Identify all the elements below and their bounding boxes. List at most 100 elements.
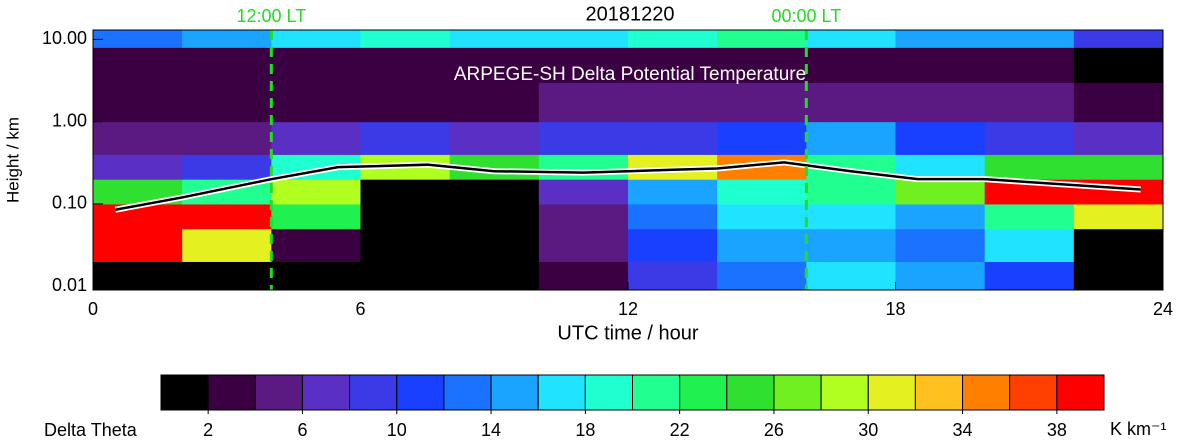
heat-cell	[449, 82, 540, 123]
heat-cell	[360, 203, 451, 230]
heat-cell	[984, 203, 1075, 230]
heat-cell	[984, 47, 1075, 83]
heat-cell	[449, 47, 540, 83]
heat-cell	[628, 121, 718, 155]
heat-cell	[449, 121, 540, 155]
heat-cell	[538, 179, 629, 205]
heat-cell	[806, 30, 896, 48]
heat-cell	[1073, 261, 1164, 291]
colorbar-box	[207, 374, 256, 411]
colorbar-box	[537, 374, 586, 411]
heat-cell	[1073, 82, 1164, 123]
x-tick-label: 0	[88, 299, 98, 319]
heat-cell	[628, 261, 718, 291]
colorbar-box	[632, 374, 681, 411]
colorbar-box	[867, 374, 916, 411]
heat-cell	[538, 82, 629, 123]
heat-cell	[895, 47, 986, 83]
heat-cell	[538, 47, 629, 83]
heat-cell	[360, 30, 451, 48]
heat-cell	[93, 30, 183, 48]
colorbar-box	[301, 374, 351, 411]
heat-cell	[271, 82, 361, 123]
heat-cell	[628, 203, 718, 230]
colorbar-box	[773, 374, 822, 411]
heat-cell	[538, 228, 629, 262]
heat-cell	[895, 82, 986, 123]
heat-cell	[271, 261, 361, 291]
heat-cell	[984, 261, 1075, 291]
x-tick-label: 18	[885, 299, 905, 319]
heat-cell	[717, 47, 807, 83]
y-axis-label: Height / km	[3, 117, 22, 203]
colorbar-box	[443, 374, 492, 411]
heat-cell	[628, 228, 718, 262]
chart-title: 20181220	[586, 3, 675, 25]
y-tick-label: 1.00	[52, 110, 87, 130]
colorbar-label: Delta Theta	[44, 420, 138, 440]
heat-cell	[271, 47, 361, 83]
heat-cell	[984, 82, 1075, 123]
heat-cell	[806, 121, 896, 155]
heat-cell	[271, 30, 361, 48]
heat-cell	[717, 30, 807, 48]
heat-cell	[449, 203, 540, 230]
heat-cell	[806, 179, 896, 205]
colorbar-box	[349, 374, 398, 411]
x-tick-label: 24	[1153, 299, 1173, 319]
colorbar-box	[584, 374, 633, 411]
colorbar-tick-label: 38	[1047, 420, 1067, 440]
heat-cell	[360, 228, 451, 262]
colorbar-tick-label: 2	[203, 420, 213, 440]
heat-cell	[1073, 47, 1164, 83]
heat-cell	[717, 228, 807, 262]
heat-cell	[895, 203, 986, 230]
heat-cell	[93, 228, 183, 262]
heat-cell	[182, 47, 272, 83]
heat-cell	[182, 30, 272, 48]
heat-cell	[271, 228, 361, 262]
heat-cell	[717, 82, 807, 123]
colorbar-tick-label: 18	[575, 420, 595, 440]
heat-cell	[806, 228, 896, 262]
heat-cell	[271, 203, 361, 230]
heat-cell	[271, 179, 361, 205]
heat-cell	[1073, 121, 1164, 155]
heat-cell	[628, 30, 718, 48]
colorbar-tick-label: 22	[670, 420, 690, 440]
heat-cell	[360, 121, 451, 155]
annotation: ARPEGE-SH Delta Potential Temperature	[454, 64, 806, 85]
colorbar-box	[254, 374, 303, 411]
heat-cell	[806, 261, 896, 291]
heat-cell	[360, 179, 451, 205]
heat-cell	[717, 179, 807, 205]
heat-cell	[895, 261, 986, 291]
heat-cell	[93, 261, 183, 291]
heat-cell	[538, 30, 629, 48]
colorbar-box	[914, 374, 964, 411]
heat-cell	[984, 228, 1075, 262]
heat-cell	[93, 154, 183, 180]
heat-cell	[449, 228, 540, 262]
heat-cell	[1073, 203, 1164, 230]
heat-cell	[895, 228, 986, 262]
heat-cell	[93, 82, 183, 123]
heat-cell	[628, 47, 718, 83]
heat-cell	[93, 47, 183, 83]
heat-cell	[895, 30, 986, 48]
heat-cell	[984, 154, 1075, 180]
heat-cell	[182, 82, 272, 123]
colorbar-tick-label: 10	[387, 420, 407, 440]
heat-cell	[806, 203, 896, 230]
heat-cell	[449, 179, 540, 205]
heat-cell	[984, 121, 1075, 155]
heat-cell	[628, 82, 718, 123]
heat-cell	[538, 203, 629, 230]
colorbar-tick-label: 34	[953, 420, 973, 440]
heat-cell	[271, 121, 361, 155]
heat-cell	[360, 261, 451, 291]
heat-cell	[182, 261, 272, 291]
heat-cell	[182, 203, 272, 230]
heat-cell	[538, 261, 629, 291]
y-tick-label: 0.10	[52, 193, 87, 213]
